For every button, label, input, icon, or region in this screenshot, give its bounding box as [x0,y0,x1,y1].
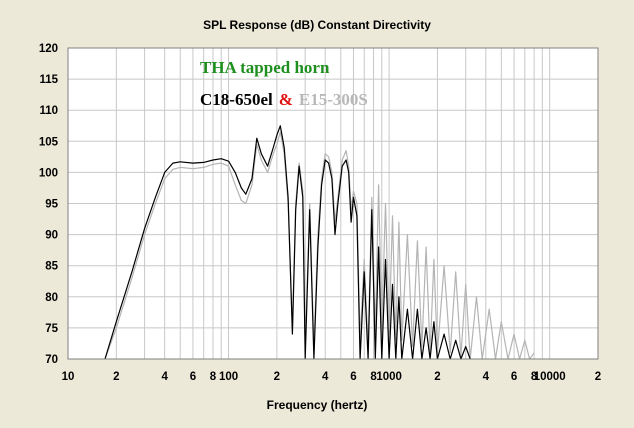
x-tick-label: 8 [210,371,217,383]
y-tick-label: 115 [39,74,58,86]
x-tick-label: 1000 [376,371,402,383]
y-tick-label: 75 [45,323,58,335]
series-layer [104,125,535,360]
annotation-ampersand: & [279,90,293,109]
y-tick-label: 80 [45,292,58,304]
series-line-e15-300s [104,131,535,360]
y-tick-label: 95 [45,199,58,211]
x-tick-label: 2 [595,371,601,383]
x-tick-label: 100 [219,371,238,383]
x-tick-label: 8 [531,371,538,383]
x-tick-label: 6 [511,371,517,383]
x-tick-label: 6 [190,371,196,383]
x-tick-label: 8 [370,371,377,383]
x-axis-label: Frequency (hertz) [267,398,368,412]
x-tick-label: 2 [113,371,119,383]
x-tick-label: 4 [161,371,168,383]
y-tick-label: 120 [39,43,58,55]
y-tick-label: 105 [39,136,59,148]
y-tick-label: 90 [45,230,58,242]
x-tick-label: 10 [62,371,75,383]
chart-title: SPL Response (dB) Constant Directivity [203,18,431,32]
y-tick-labels: 70 75 80 85 90 95 100 105 110 115 120 [39,43,59,366]
plot-frame [67,47,599,360]
x-tick-label: 6 [350,371,356,383]
y-tick-label: 70 [45,354,58,366]
annotation-tha-tapped-horn: THA tapped horn [200,58,330,77]
y-tick-label: 110 [39,105,58,117]
y-tick-label: 85 [45,261,58,273]
x-tick-label: 4 [483,371,490,383]
annotation-c18-650el: C18-650el [200,90,273,109]
x-tick-label: 2 [434,371,440,383]
x-tick-label: 10000 [534,371,566,383]
annotation-e15-300s: E15-300S [299,90,368,109]
x-tick-label: 4 [322,371,329,383]
x-tick-label: 2 [274,371,280,383]
y-tick-label: 100 [39,167,58,179]
series-line-c18-650el [104,125,471,360]
annotation-driver-names: C18-650el & E15-300S [200,90,368,109]
